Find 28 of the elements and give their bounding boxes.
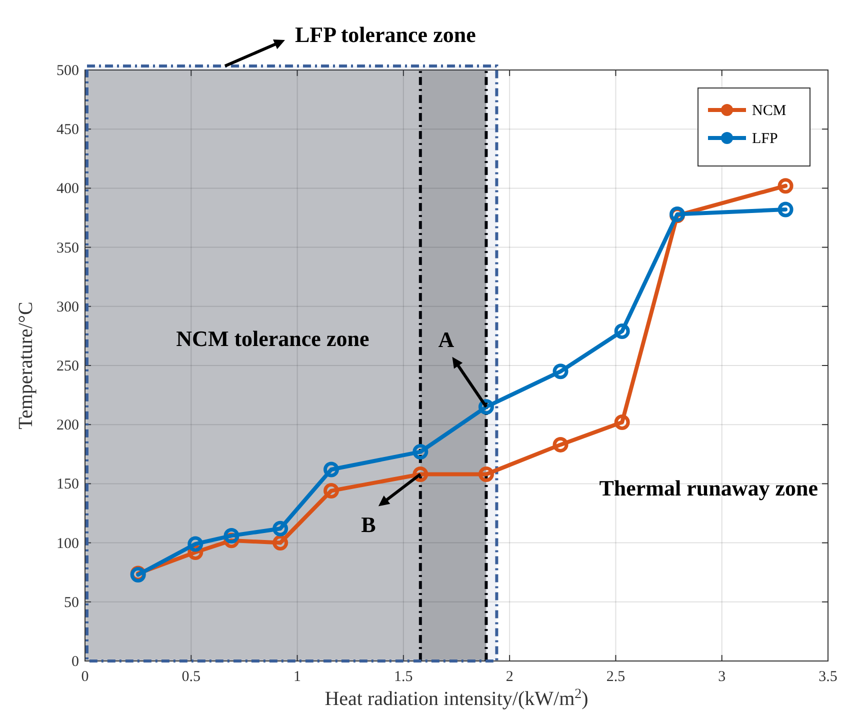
annotation: B [361, 512, 376, 538]
y-tick-label: 450 [56, 122, 79, 138]
legend-label: NCM [752, 103, 786, 119]
legend-label: LFP [752, 131, 778, 147]
x-tick-label: 2 [506, 669, 514, 685]
y-tick-label: 200 [56, 418, 79, 434]
y-tick-label: 150 [56, 476, 79, 493]
x-tick-label: 3.5 [818, 669, 838, 685]
x-axis-title: Heat radiation intensity/(kW/m$^{2}$) [324, 686, 588, 710]
y-tick-label: 50 [64, 594, 79, 611]
y-tick-label: 350 [56, 240, 79, 256]
annotation: A [438, 326, 454, 352]
x-tick-label: 0 [81, 669, 89, 685]
y-tick-label: 300 [56, 299, 79, 316]
x-tick-label: 1 [294, 669, 302, 685]
y-tick-label: 250 [56, 358, 79, 374]
annotation: Thermal runaway zone [599, 476, 818, 501]
band-label: NCM tolerance zone [176, 326, 370, 351]
y-tick-label: 500 [56, 63, 79, 79]
x-tick-label: 3 [718, 669, 726, 685]
y-tick-label: 400 [56, 181, 79, 198]
x-tick-label: 0.5 [182, 669, 201, 685]
x-tick-label: 2.5 [606, 669, 626, 685]
band-label: LFP tolerance zone [295, 22, 476, 47]
y-tick-label: 100 [56, 536, 79, 552]
y-tick-label: 0 [72, 654, 79, 670]
y-axis-title: Temperature/°C [15, 302, 37, 430]
x-tick-label: 1.5 [394, 669, 413, 685]
